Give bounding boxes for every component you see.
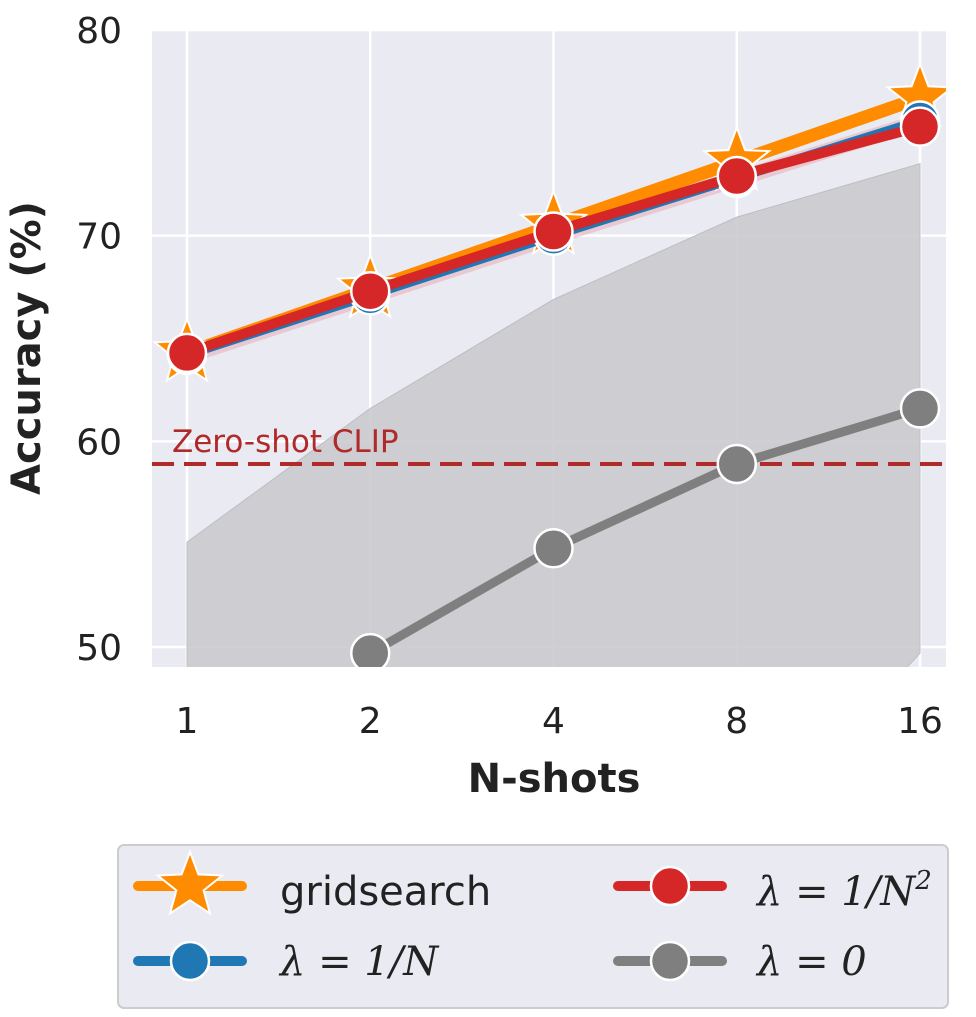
y-tick-label-80: 80 [76, 11, 122, 52]
legend-sup-lambda-n2: 2 [914, 866, 932, 896]
legend-label-lambda-n: λ = 1/N [278, 939, 440, 985]
legend-var-lambda-n2: N [879, 869, 917, 915]
x-axis-label: N-shots [468, 756, 641, 802]
series-3-point-2 [350, 632, 391, 667]
legend-marker-lambda-n2-dot [649, 865, 691, 907]
x-tick-label-8: 8 [725, 701, 748, 742]
x-tick-label-16: 16 [897, 701, 943, 742]
legend: gridsearch λ = 1/N2 λ = 1/N λ = 0 [117, 844, 949, 1009]
x-tick-label-1: 1 [176, 701, 199, 742]
x-tick-label-2: 2 [359, 701, 382, 742]
y-tick-label-70: 70 [76, 217, 122, 258]
legend-prefix-lambda-n2: λ = 1/ [755, 869, 884, 915]
y-axis-label: Accuracy (%) [4, 201, 50, 495]
legend-prefix-lambda-n: λ = 1/ [278, 939, 407, 985]
legend-marker-gridsearch-star [154, 849, 226, 916]
series-2-point-1 [166, 332, 208, 374]
series-2-point-4 [533, 211, 574, 252]
series-2-point-2 [350, 270, 391, 312]
series-3-line [365, 403, 925, 658]
legend-label-gridsearch: gridsearch [280, 869, 491, 915]
series-2-point-16 [899, 106, 941, 147]
legend-label-lambda-0: λ = 0 [755, 939, 867, 985]
x-tick-label-4: 4 [542, 701, 565, 742]
axes: 50 60 70 80 1 2 4 8 16 [76, 11, 943, 742]
series-3-point-8 [716, 443, 757, 485]
y-tick-label-50: 50 [76, 628, 122, 669]
series-3-point-16 [899, 388, 941, 429]
plot-area: Zero-shot CLIP [152, 30, 946, 667]
legend-frame [117, 844, 949, 1009]
y-tick-label-60: 60 [76, 422, 122, 463]
plot-contents: Zero-shot CLIP [152, 30, 946, 667]
series-3-point-4 [533, 528, 574, 569]
legend-marker-lambda-n-dot [169, 940, 211, 982]
legend-markers [133, 849, 727, 982]
zero-shot-label: Zero-shot CLIP [172, 424, 399, 460]
legend-marker-lambda-0-dot [649, 940, 691, 982]
legend-label-lambda-n2: λ = 1/N2 [755, 866, 932, 915]
legend-var-lambda-n: N [402, 939, 440, 985]
confidence-band-lambda-0 [186, 163, 921, 667]
series-2-point-8 [716, 155, 757, 197]
